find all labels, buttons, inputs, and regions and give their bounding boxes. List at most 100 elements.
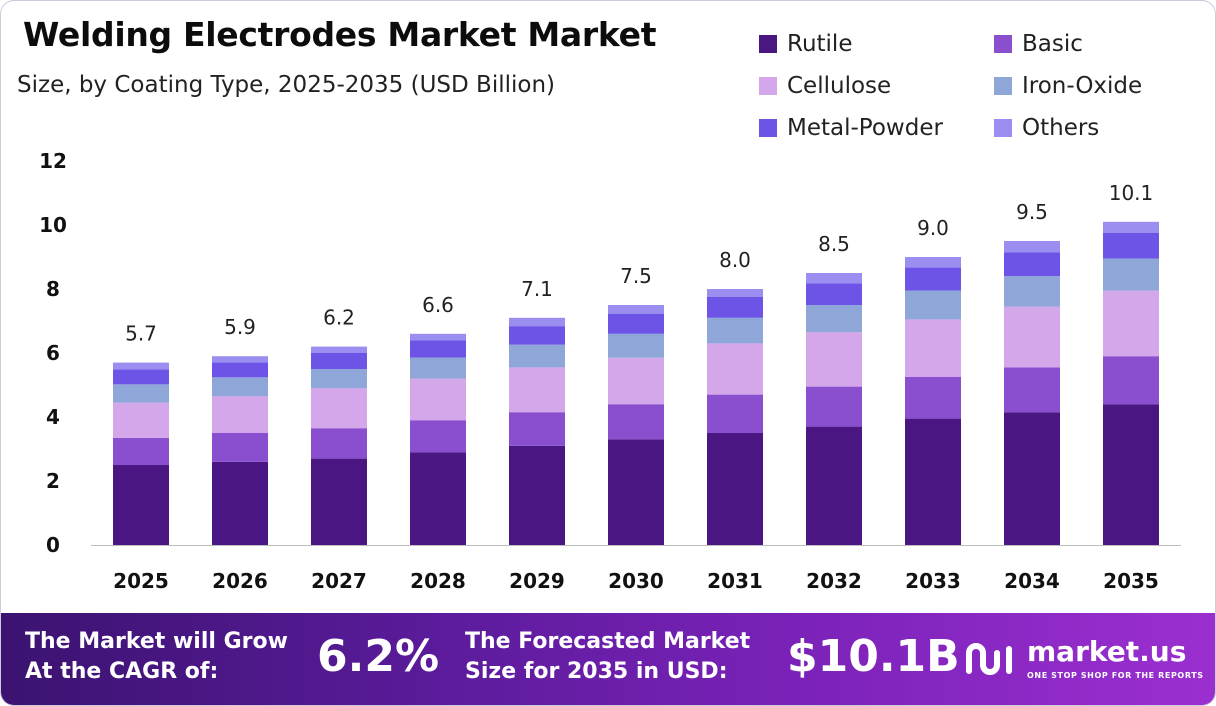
bar-segment-metal-powder	[212, 362, 268, 378]
bar-segment-rutile	[212, 461, 268, 545]
x-tick-label: 2034	[1004, 569, 1060, 593]
forecast-label: The Forecasted Market Size for 2035 in U…	[465, 627, 750, 687]
bar-total-label: 10.1	[1109, 181, 1154, 205]
bar-segment-iron-oxide	[1004, 276, 1060, 307]
cagr-value: 6.2%	[317, 631, 440, 682]
bar-segment-rutile	[1004, 412, 1060, 545]
market-us-logo-icon	[966, 643, 1012, 675]
bar-segment-basic	[1103, 356, 1159, 405]
x-tick-label: 2026	[212, 569, 268, 593]
x-tick-label: 2031	[707, 569, 763, 593]
bar-segment-others	[212, 356, 268, 363]
bar-segment-others	[1004, 241, 1060, 253]
bar-segment-rutile	[608, 439, 664, 545]
y-tick-label: 6	[46, 341, 60, 365]
legend-label: Metal-Powder	[787, 115, 943, 141]
x-tick-label: 2032	[806, 569, 862, 593]
bar-segment-cellulose	[608, 357, 664, 405]
bar-segment-others	[113, 362, 169, 370]
bar-segment-iron-oxide	[509, 344, 565, 368]
bar-segment-basic	[311, 428, 367, 459]
bar-segment-iron-oxide	[905, 290, 961, 320]
legend-item-basic: Basic	[994, 29, 1083, 59]
legend-label: Rutile	[787, 31, 853, 57]
bar-segment-basic	[806, 386, 862, 427]
bar-segment-cellulose	[707, 343, 763, 395]
bar-segment-metal-powder	[509, 326, 565, 345]
cagr-label-line2: At the CAGR of:	[25, 659, 219, 684]
bar-segment-metal-powder	[608, 313, 664, 334]
bar-total-label: 7.1	[521, 277, 553, 301]
bar-segment-others	[707, 289, 763, 297]
bar-segment-metal-powder	[311, 353, 367, 369]
cagr-label-line1: The Market will Grow	[25, 629, 288, 654]
bar-total-label: 9.0	[917, 216, 949, 240]
legend-label: Others	[1022, 115, 1100, 141]
bar-segment-iron-oxide	[707, 317, 763, 344]
bar-segment-cellulose	[509, 367, 565, 413]
legend-swatch	[994, 35, 1012, 53]
bar-segment-others	[905, 257, 961, 268]
forecast-label-line2: Size for 2035 in USD:	[465, 659, 728, 684]
bar-segment-metal-powder	[707, 297, 763, 318]
bar-segment-metal-powder	[806, 283, 862, 305]
bar-segment-basic	[707, 394, 763, 433]
bar-segment-basic	[212, 433, 268, 462]
bar-segment-iron-oxide	[212, 377, 268, 397]
bar-segment-iron-oxide	[113, 384, 169, 403]
bar-segment-others	[806, 273, 862, 284]
legend-item-others: Others	[994, 113, 1099, 143]
legend-swatch	[759, 35, 777, 53]
bar-segment-basic	[113, 437, 169, 465]
bar-total-label: 6.6	[422, 293, 454, 317]
x-tick-label: 2028	[410, 569, 466, 593]
legend-label: Iron-Oxide	[1022, 73, 1143, 99]
chart-title: Welding Electrodes Market Market	[23, 15, 657, 54]
bar-segment-cellulose	[905, 319, 961, 377]
bar-total-label: 7.5	[620, 264, 652, 288]
bar-segment-rutile	[509, 445, 565, 545]
bar-segment-basic	[608, 404, 664, 440]
bar-segment-cellulose	[806, 332, 862, 387]
bar-segment-metal-powder	[410, 340, 466, 358]
bar-segment-metal-powder	[905, 267, 961, 291]
x-tick-label: 2027	[311, 569, 367, 593]
x-tick-label: 2025	[113, 569, 169, 593]
bar-segment-iron-oxide	[1103, 258, 1159, 291]
brand-name: market.us	[1027, 635, 1187, 668]
bar-segment-cellulose	[113, 402, 169, 438]
bar-total-label: 9.5	[1016, 200, 1048, 224]
legend-swatch	[759, 119, 777, 137]
bar-segment-iron-oxide	[806, 305, 862, 333]
bar-segment-rutile	[806, 426, 862, 545]
bar-total-label: 8.0	[719, 248, 751, 272]
bar-segment-cellulose	[212, 396, 268, 433]
forecast-value: $10.1B	[787, 631, 960, 682]
bar-total-label: 5.9	[224, 315, 256, 339]
x-tick-label: 2033	[905, 569, 961, 593]
bar-segment-rutile	[311, 458, 367, 545]
legend-label: Basic	[1022, 31, 1083, 57]
bar-segment-iron-oxide	[311, 369, 367, 389]
y-tick-label: 10	[39, 213, 67, 237]
y-tick-label: 8	[46, 277, 60, 301]
legend-item-cellulose: Cellulose	[759, 71, 891, 101]
legend-label: Cellulose	[787, 73, 892, 99]
bar-segment-basic	[410, 420, 466, 453]
bar-segment-metal-powder	[113, 369, 169, 385]
x-tick-label: 2030	[608, 569, 664, 593]
bar-total-label: 8.5	[818, 232, 850, 256]
legend-swatch	[994, 119, 1012, 137]
legend-item-metal-powder: Metal-Powder	[759, 113, 943, 143]
bar-segment-metal-powder	[1004, 252, 1060, 277]
bar-segment-others	[509, 317, 565, 327]
x-tick-label: 2029	[509, 569, 565, 593]
chart-subtitle: Size, by Coating Type, 2025-2035 (USD Bi…	[17, 72, 555, 98]
bar-segment-basic	[509, 412, 565, 446]
bar-segment-cellulose	[311, 388, 367, 429]
bar-segment-basic	[1004, 367, 1060, 413]
x-tick-label: 2035	[1103, 569, 1159, 593]
bar-total-label: 5.7	[125, 322, 157, 346]
brand-logo: market.us ONE STOP SHOP FOR THE REPORTS	[963, 635, 1203, 687]
